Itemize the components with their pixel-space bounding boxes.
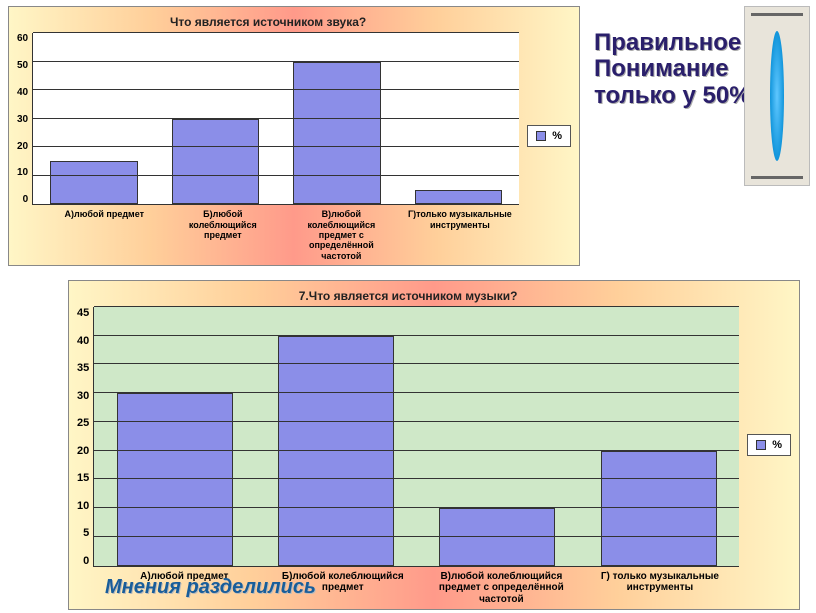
gridline <box>33 146 519 147</box>
gridline <box>33 118 519 119</box>
legend-label: % <box>552 130 562 142</box>
gridline <box>33 89 519 90</box>
legend-column: % <box>739 281 799 609</box>
bar-bottom <box>751 176 803 179</box>
x-label: Г)только музыкальные инструменты <box>408 209 512 261</box>
chart-panel-music-source: 7.Что является источником музыки? 45 40 35… <box>68 280 800 610</box>
y-tick: 10 <box>77 500 89 512</box>
bar <box>172 119 259 205</box>
legend-swatch <box>756 440 766 450</box>
y-tick: 10 <box>17 167 28 178</box>
gridline <box>94 507 739 508</box>
x-label: Г) только музыкальные инструменты <box>590 571 730 606</box>
y-tick: 60 <box>17 33 28 44</box>
gridline <box>94 335 739 336</box>
gridline <box>94 536 739 537</box>
legend-column: % <box>519 7 579 265</box>
y-tick: 20 <box>17 141 28 152</box>
legend-box: % <box>747 434 791 456</box>
y-tick: 20 <box>77 445 89 457</box>
side-illustration <box>744 6 810 186</box>
gridline <box>94 306 739 307</box>
gridline <box>33 61 519 62</box>
vibrating-string-icon <box>770 31 784 161</box>
x-label: В)любой колеблющийся предмет с определён… <box>289 209 393 261</box>
gridline <box>33 32 519 33</box>
gridline <box>94 421 739 422</box>
y-axis: 45 40 35 30 25 20 15 10 5 0 <box>77 307 93 567</box>
legend-swatch <box>536 131 546 141</box>
bar <box>50 161 137 204</box>
caption-opinions: Мнения разделились <box>105 576 316 599</box>
y-tick: 40 <box>17 87 28 98</box>
legend-box: % <box>527 125 571 147</box>
chart-panel-sound-source: Что является источником звука? 60 50 40 30 2… <box>8 6 580 266</box>
chart-inner: 7.Что является источником музыки? 45 40 35… <box>69 281 739 609</box>
y-tick: 0 <box>83 555 89 567</box>
chart-title: 7.Что является источником музыки? <box>77 287 739 307</box>
x-label: Б)любой колеблющийся предмет <box>171 209 275 261</box>
gridline <box>94 392 739 393</box>
plot-row: 45 40 35 30 25 20 15 10 5 0 <box>77 307 739 567</box>
bar <box>439 508 555 565</box>
y-tick: 45 <box>77 307 89 319</box>
plot-area <box>32 33 519 205</box>
y-axis: 60 50 40 30 20 10 0 <box>17 33 32 205</box>
y-tick: 25 <box>77 417 89 429</box>
y-tick: 15 <box>77 472 89 484</box>
y-tick: 50 <box>17 60 28 71</box>
gridline <box>94 450 739 451</box>
y-tick: 30 <box>17 114 28 125</box>
gridline <box>94 478 739 479</box>
gridline <box>94 363 739 364</box>
plot-area <box>93 307 739 567</box>
x-label: В)любой колеблющийся предмет с определён… <box>432 571 572 606</box>
plot-row: 60 50 40 30 20 10 0 <box>17 33 519 205</box>
y-tick: 0 <box>23 194 29 205</box>
bar <box>601 451 717 566</box>
bars-group <box>33 33 519 204</box>
chart-title: Что является источником звука? <box>17 13 519 33</box>
bar <box>293 62 380 205</box>
gridline <box>33 175 519 176</box>
y-tick: 5 <box>83 527 89 539</box>
bar-top <box>751 13 803 16</box>
chart-inner: Что является источником звука? 60 50 40 30 2… <box>9 7 519 265</box>
y-tick: 30 <box>77 390 89 402</box>
bar <box>415 190 502 204</box>
x-label: А)любой предмет <box>52 209 156 261</box>
bars-group <box>94 307 739 566</box>
y-tick: 35 <box>77 362 89 374</box>
y-tick: 40 <box>77 335 89 347</box>
legend-label: % <box>772 439 782 451</box>
x-axis-labels: А)любой предмет Б)любой колеблющийся пред… <box>17 205 519 261</box>
